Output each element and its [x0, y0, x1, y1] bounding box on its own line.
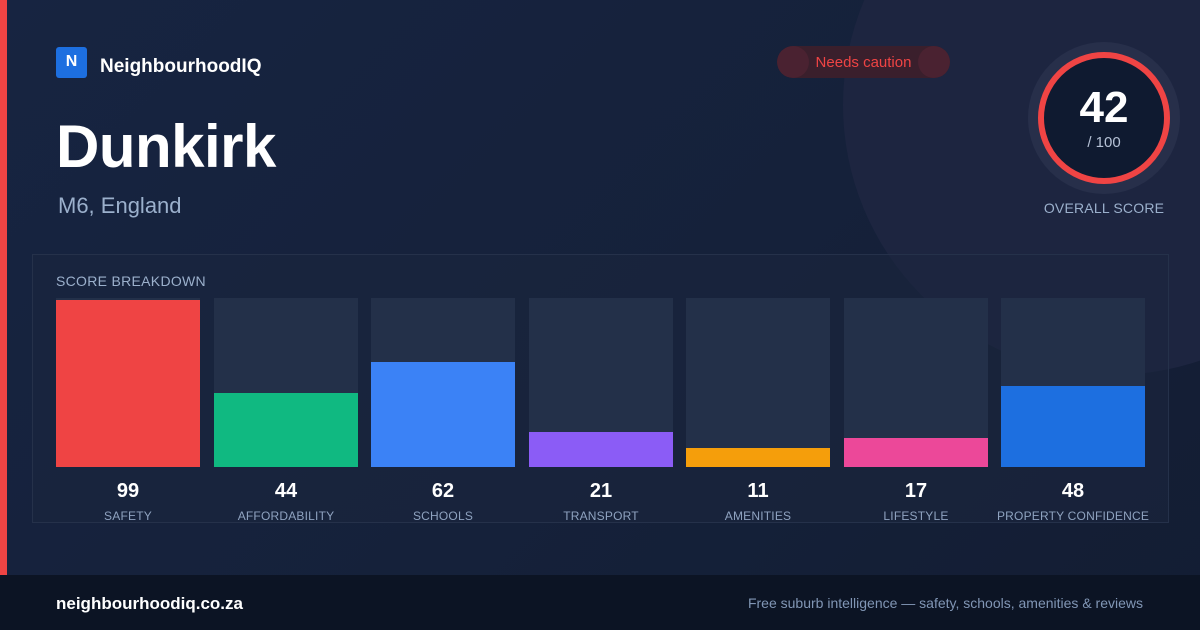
score-bar-affordability: 44 AFFORDABILITY — [214, 298, 358, 524]
brand: N NeighbourhoodIQ — [56, 46, 261, 78]
score-bar-value: 99 — [116, 480, 140, 502]
score-bar-label: TRANSPORT — [563, 509, 639, 523]
score-bar-fill — [1001, 386, 1145, 467]
score-bar-fill — [529, 432, 673, 467]
score-bar-label: PROPERTY CONFIDENCE — [996, 509, 1150, 523]
overall-score-circle: 42 / 100 — [1038, 52, 1170, 184]
page-title: Dunkirk — [56, 113, 276, 180]
score-bar-track — [529, 298, 673, 467]
score-bar-track — [1001, 298, 1145, 467]
score-bar-label: LIFESTYLE — [883, 509, 949, 523]
score-bar-safety: 99 SAFETY — [56, 298, 200, 524]
score-bar-label: SAFETY — [104, 509, 152, 523]
status-badge: Needs caution — [777, 46, 950, 78]
score-bar-value: 48 — [1061, 480, 1085, 502]
overall-score-max: / 100 — [1087, 133, 1121, 151]
score-bar-amenities: 11 AMENITIES — [686, 298, 830, 524]
score-bar-track — [56, 298, 200, 467]
score-bar-label: AFFORDABILITY — [237, 509, 335, 523]
status-badge-label: Needs caution — [815, 53, 912, 71]
score-bar-fill — [686, 448, 830, 467]
score-bar-label: AMENITIES — [724, 509, 792, 523]
score-bar-fill — [214, 393, 358, 467]
overall-score-ring: 42 / 100 — [1028, 42, 1180, 194]
score-bar-value: 21 — [589, 480, 613, 502]
score-bar-track — [214, 298, 358, 467]
footer: neighbourhoodiq.co.za Free suburb intell… — [0, 575, 1200, 630]
score-bar-track — [844, 298, 988, 467]
score-bar-schools: 62 SCHOOLS — [371, 298, 515, 524]
overall-score-caption: OVERALL SCORE — [1043, 200, 1165, 216]
score-bar-lifestyle: 17 LIFESTYLE — [844, 298, 988, 524]
footer-site-link[interactable]: neighbourhoodiq.co.za — [56, 594, 243, 613]
score-bar-track — [371, 298, 515, 467]
score-bar-label: SCHOOLS — [412, 509, 474, 523]
score-bar-track — [686, 298, 830, 467]
score-bar-fill — [56, 300, 200, 467]
score-bar-value: 44 — [274, 480, 298, 502]
brand-logo-icon: N — [56, 46, 87, 78]
score-bar-value: 17 — [904, 480, 928, 502]
score-bar-property-confidence: 48 PROPERTY CONFIDENCE — [997, 298, 1149, 524]
score-bar-fill — [844, 438, 988, 467]
page-subtitle: M6, England — [58, 193, 182, 218]
score-bar-transport: 21 TRANSPORT — [529, 298, 673, 524]
overall-score-value: 42 — [1079, 82, 1129, 132]
accent-bar — [0, 0, 7, 575]
score-breakdown-title: SCORE BREAKDOWN — [56, 273, 206, 289]
brand-name: NeighbourhoodIQ — [100, 56, 262, 77]
score-bar-fill — [371, 362, 515, 467]
score-breakdown-panel: SCORE BREAKDOWN 99 SAFETY 44 AFFORDABILITY 6… — [32, 254, 1169, 523]
score-bar-value: 11 — [747, 480, 769, 502]
score-bar-value: 62 — [431, 480, 455, 502]
footer-tagline: Free suburb intelligence — safety, schoo… — [747, 595, 1143, 611]
